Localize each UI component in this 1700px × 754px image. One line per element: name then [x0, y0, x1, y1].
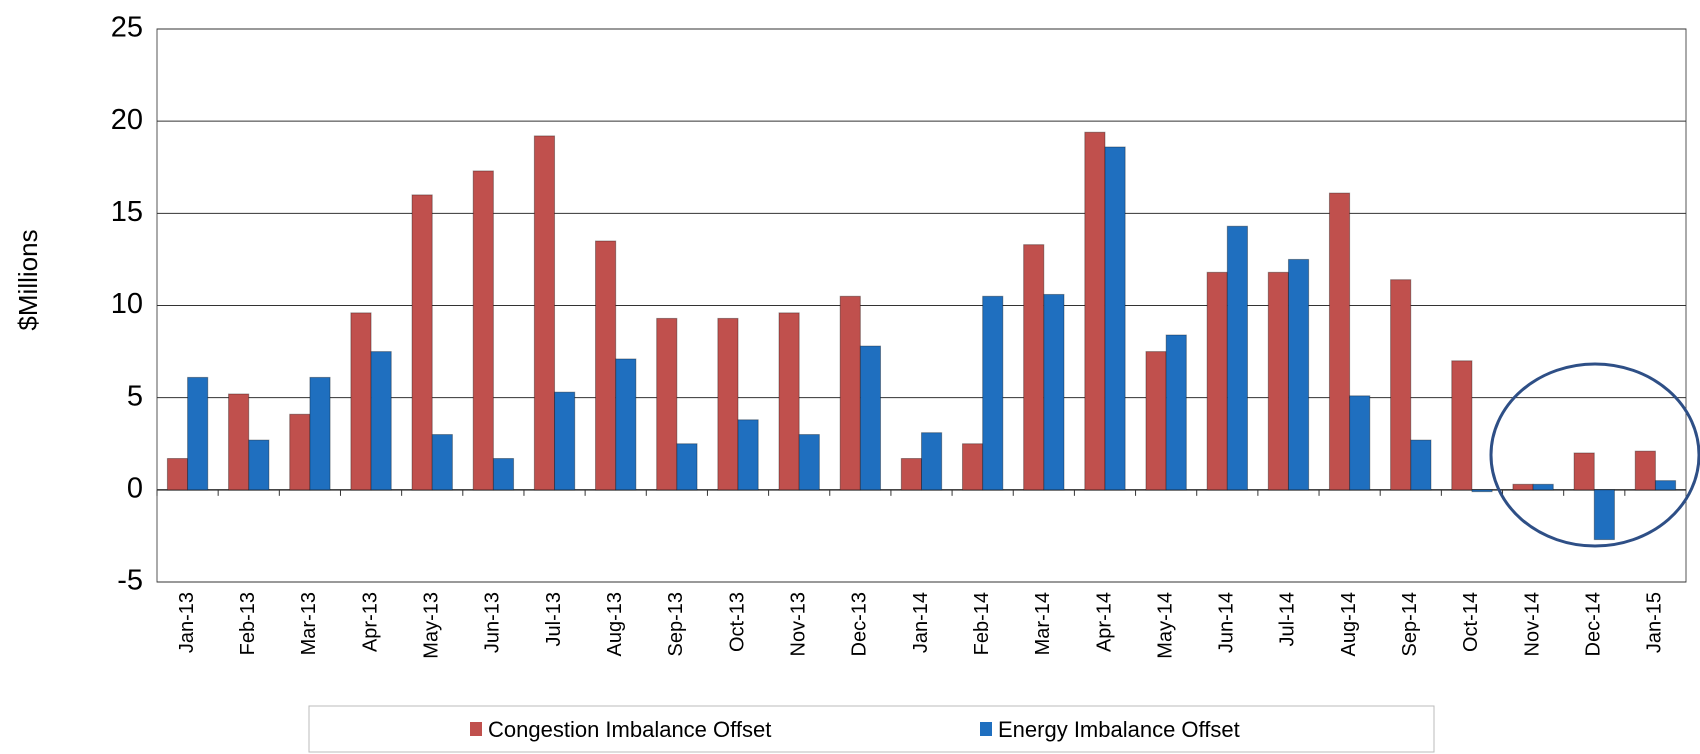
bar: [228, 393, 250, 491]
bar: [187, 376, 209, 491]
x-tick-label: Aug-13: [604, 592, 626, 657]
x-tick-label: Mar-14: [1032, 592, 1054, 655]
legend-box: [308, 705, 1435, 753]
x-tick-label: Dec-14: [1583, 592, 1605, 656]
bar: [982, 295, 1004, 491]
y-axis-label: $Millions: [13, 229, 43, 330]
bar: [859, 345, 882, 491]
bar: [778, 312, 800, 491]
bar: [1532, 483, 1554, 491]
bar: [921, 432, 943, 491]
x-tick-label: Feb-13: [237, 592, 259, 655]
bar: [676, 443, 698, 491]
bar: [1043, 293, 1065, 491]
bar: [554, 391, 576, 491]
x-tick-label: Jul-14: [1277, 592, 1299, 646]
bar: [1451, 360, 1473, 491]
x-tick-label: Oct-13: [726, 592, 748, 652]
bar: [615, 358, 637, 491]
x-tick-label: Aug-14: [1338, 592, 1360, 657]
legend-swatch: [980, 722, 992, 736]
x-tick-label: Apr-13: [359, 592, 381, 652]
x-tick-label: May-14: [1154, 592, 1176, 659]
x-tick-label: Feb-14: [971, 592, 993, 655]
bar: [595, 240, 617, 491]
bar: [370, 351, 392, 491]
bar: [1023, 244, 1045, 491]
bar: [737, 419, 759, 491]
x-tick-label: Oct-14: [1460, 592, 1482, 652]
x-tick-label: Mar-13: [298, 592, 320, 655]
bar: [1654, 480, 1677, 491]
bar: [533, 135, 556, 491]
x-tick-label: Sep-13: [665, 592, 687, 657]
bar: [1226, 225, 1248, 491]
x-tick-label: Jun-13: [482, 592, 504, 653]
bar: [309, 376, 331, 491]
y-tick-label: 10: [111, 288, 143, 320]
bar: [1165, 334, 1187, 491]
bar: [1084, 131, 1106, 491]
bar: [1634, 450, 1656, 491]
y-tick-label: 5: [127, 380, 143, 412]
bar: [431, 434, 453, 491]
y-tick-label: 20: [111, 104, 143, 136]
x-tick-label: Nov-14: [1521, 592, 1543, 656]
bar: [1206, 271, 1228, 491]
bar: [1328, 192, 1351, 491]
bar: [1145, 351, 1167, 491]
legend-label: Congestion Imbalance Offset: [488, 717, 771, 742]
bar: [717, 317, 739, 491]
bar: [1512, 483, 1534, 491]
bar: [1593, 489, 1615, 541]
bar: [289, 413, 311, 491]
legend-label: Energy Imbalance Offset: [998, 717, 1240, 742]
y-tick-label: -5: [117, 565, 143, 597]
x-tick-label: Jan-13: [176, 592, 198, 653]
bar: [166, 457, 189, 491]
bar: [900, 457, 922, 491]
bar: [656, 317, 678, 491]
y-tick-label: 0: [127, 472, 143, 504]
bar: [350, 312, 372, 491]
bar: [1390, 279, 1412, 491]
bar: [1267, 271, 1289, 491]
bar: [1104, 146, 1126, 491]
legend-swatch: [470, 722, 482, 736]
x-tick-label: Apr-14: [1093, 592, 1115, 652]
bar: [472, 170, 494, 491]
bar: [839, 295, 861, 491]
bar: [411, 194, 433, 491]
x-tick-label: May-13: [421, 592, 443, 659]
bar: [1287, 258, 1310, 491]
bar: [1573, 452, 1595, 491]
x-tick-label: Jun-14: [1216, 592, 1238, 653]
bar: [798, 434, 820, 491]
x-tick-label: Jan-14: [910, 592, 932, 653]
annotation-circle: [1489, 362, 1700, 548]
x-tick-label: Sep-14: [1399, 592, 1421, 657]
bar: [961, 443, 984, 491]
bar: [1471, 489, 1493, 493]
x-tick-label: Jan-15: [1644, 592, 1666, 653]
y-tick-label: 15: [111, 196, 143, 228]
bar: [492, 457, 515, 491]
x-tick-label: Dec-13: [849, 592, 871, 656]
x-tick-label: Jul-13: [543, 592, 565, 646]
bar: [1410, 439, 1432, 491]
bar: [1349, 395, 1371, 491]
x-tick-label: Nov-13: [787, 592, 809, 656]
y-tick-label: 25: [111, 12, 143, 44]
bar: [248, 439, 270, 491]
